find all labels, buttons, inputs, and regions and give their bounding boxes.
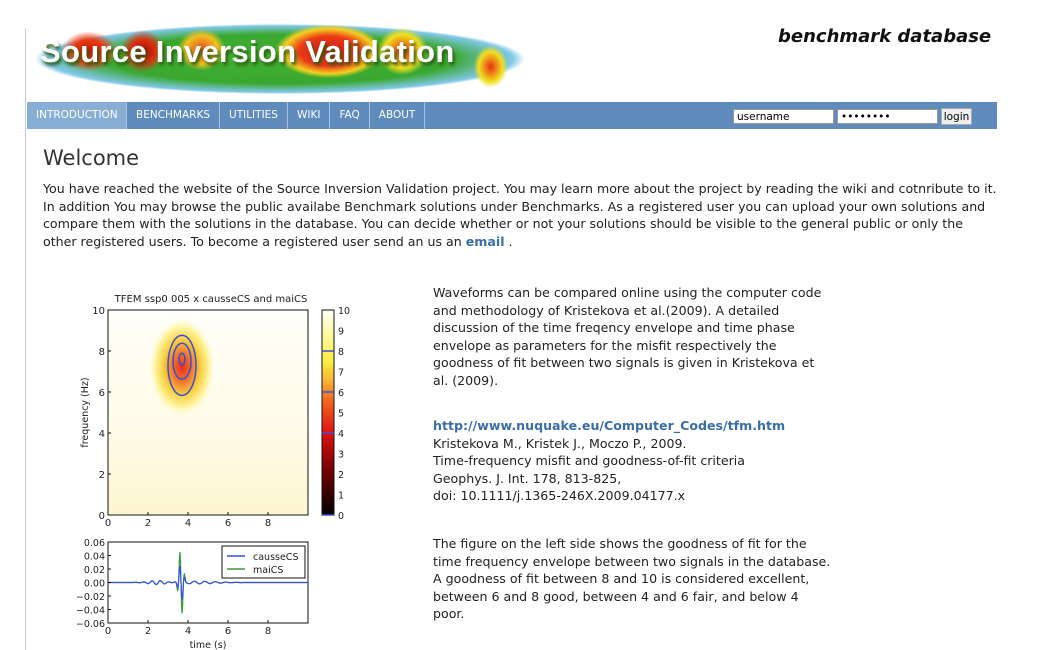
x-tick-label: 4 [185, 518, 191, 529]
nav-bar: INTRODUCTION BENCHMARKS UTILITIES WIKI F… [27, 102, 997, 129]
page-title: Welcome [43, 146, 140, 170]
contour-level-4 [178, 352, 186, 366]
colorbar-tick-label: 10 [338, 306, 350, 317]
y-tick-label: 0 [99, 511, 105, 522]
x-tick-label: 6 [225, 518, 231, 529]
heatmap-frame [107, 309, 309, 516]
colorbar-tick-label: 2 [338, 470, 344, 481]
username-input[interactable] [733, 109, 834, 124]
page-border [25, 28, 26, 650]
colorbar-tick-label: 9 [338, 327, 344, 338]
y-tick-label: −0.04 [76, 606, 105, 617]
x-tick-label: 0 [105, 518, 111, 529]
heatmap-peak [148, 317, 216, 418]
intro-end: . [504, 233, 513, 249]
x-tick-label: 8 [265, 626, 271, 637]
legend-label: maiCS [253, 565, 283, 576]
y-tick-label: 0.02 [84, 565, 105, 576]
waveform-causseCS [108, 565, 308, 600]
waveforms-text: Waveforms can be compared online using t… [433, 285, 822, 388]
colorbar-tick-label: 3 [338, 450, 344, 461]
x-tick-label: 2 [145, 626, 151, 637]
nav-about[interactable]: ABOUT [370, 102, 426, 129]
x-tick-label: 6 [225, 626, 231, 637]
nav-faq[interactable]: FAQ [330, 102, 370, 129]
reference-line: Kristekova M., Kristek J., Moczo P., 200… [433, 435, 687, 451]
y-tick-label: 10 [92, 306, 105, 317]
y-tick-label: 6 [99, 388, 105, 399]
x-tick-label: 2 [145, 518, 151, 529]
colorbar-tick-label: 6 [338, 388, 344, 399]
y-axis-label: frequency (Hz) [80, 377, 91, 447]
colorbar-tick-label: 8 [338, 347, 344, 358]
x-tick-label: 0 [105, 626, 111, 637]
colorbar-tick-label: 4 [338, 429, 344, 440]
y-tick-label: 0.06 [84, 538, 105, 549]
heatmap-title: TFEM ssp0 005 x causseCS and maiCS [114, 294, 308, 305]
y-tick-label: 0.04 [84, 552, 105, 563]
y-tick-label: 8 [99, 347, 105, 358]
password-input[interactable] [837, 109, 938, 124]
y-tick-label: −0.06 [76, 619, 105, 630]
y-tick-label: 0.00 [84, 579, 105, 590]
intro-text: You have reached the website of the Sour… [43, 180, 998, 250]
legend-box [221, 545, 306, 579]
nav-utilities[interactable]: UTILITIES [220, 102, 288, 129]
contour-level-6 [172, 342, 192, 380]
colorbar-tick-label: 1 [338, 491, 344, 502]
nav-benchmarks[interactable]: BENCHMARKS [127, 102, 221, 129]
legend-label: causseCS [253, 552, 298, 563]
reference: http://www.nuquake.eu/Computer_Codes/tfm… [433, 417, 833, 505]
colorbar [321, 309, 335, 516]
nav-wiki[interactable]: WIKI [288, 102, 331, 129]
contour-level-8 [167, 334, 197, 397]
y-tick-label: 4 [99, 429, 105, 440]
y-tick-label: −0.02 [76, 592, 105, 603]
nav-introduction[interactable]: INTRODUCTION [27, 102, 127, 129]
reference-line: Geophys. J. Int. 178, 813-825, [433, 470, 622, 486]
colorbar-tick-label: 0 [338, 511, 344, 522]
figure-text: The figure on the left side shows the go… [433, 536, 831, 622]
intro-body: You have reached the website of the Sour… [43, 181, 997, 249]
x-tick-label: 8 [265, 518, 271, 529]
login-button[interactable]: login [941, 108, 972, 125]
reference-line: Time-frequency misfit and goodness-of-fi… [433, 453, 746, 469]
email-link[interactable]: email [465, 233, 505, 249]
y-tick-label: 2 [99, 470, 105, 481]
colorbar-tick-label: 5 [338, 409, 344, 420]
tagline: benchmark database [778, 26, 992, 47]
x-tick-label: 4 [185, 626, 191, 637]
tfm-link[interactable]: http://www.nuquake.eu/Computer_Codes/tfm… [433, 418, 786, 433]
x-axis-label: time (s) [190, 640, 227, 650]
colorbar-tick-label: 7 [338, 368, 344, 379]
reference-line: doi: 10.1111/j.1365-246X.2009.04177.x [433, 488, 686, 504]
banner-logo[interactable] [35, 20, 525, 98]
site-title: Source Inversion Validation [40, 34, 455, 69]
